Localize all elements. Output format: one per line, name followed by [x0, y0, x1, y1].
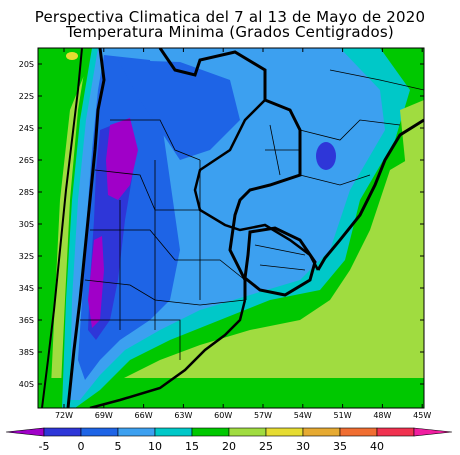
colorbar-label: 20 — [222, 440, 236, 453]
colorbar-label: 0 — [78, 440, 85, 453]
colorbar-min-arrow — [5, 427, 45, 437]
boundaries — [41, 48, 424, 408]
chile-coast — [41, 48, 83, 408]
state-line — [299, 174, 371, 186]
lon-label: 66W — [135, 411, 153, 420]
andes-border — [66, 48, 106, 408]
lat-label: 24S — [19, 124, 34, 133]
lon-label: 72W — [55, 411, 73, 420]
lon-label: 69W — [95, 411, 113, 420]
map-subtitle: Temperatura Minima (Grados Centigrados) — [66, 23, 394, 41]
colorbar-label: 30 — [296, 440, 310, 453]
colorbar-segment — [154, 427, 193, 437]
colorbar-segment — [376, 427, 415, 437]
shading-25-30-spot — [66, 52, 78, 60]
lon-label: 63W — [174, 411, 192, 420]
lat-label: 34S — [19, 284, 34, 293]
province-line — [80, 319, 181, 360]
shading-spot-brazil — [316, 142, 336, 170]
lat-label: 26S — [19, 156, 34, 165]
shading-0-5-north — [118, 60, 240, 160]
temperature-field — [38, 48, 424, 408]
shading-below-neg5-north — [106, 118, 138, 200]
colorbar-label: 10 — [148, 440, 162, 453]
province-line — [259, 264, 306, 271]
colorbar-segment — [117, 427, 156, 437]
brazil-coast — [316, 118, 424, 271]
lat-label: 38S — [19, 348, 34, 357]
lon-label: 57W — [254, 411, 272, 420]
shading-below-neg5-south — [88, 236, 104, 328]
lat-label: 30S — [19, 220, 34, 229]
lat-label: 22S — [19, 92, 34, 101]
state-line — [329, 69, 424, 91]
colorbar-segment — [228, 427, 267, 437]
colorbar-max-arrow — [413, 427, 453, 437]
province-line — [94, 169, 200, 211]
province-line — [254, 244, 306, 256]
colorbar-label: 25 — [259, 440, 273, 453]
colorbar-segment — [339, 427, 378, 437]
colorbar-label: -5 — [39, 440, 50, 453]
map-title: Perspectiva Climatica del 7 al 13 de May… — [34, 8, 426, 26]
lat-label: 32S — [19, 252, 34, 261]
colorbar: -5 0 5 10 15 20 25 30 35 40 — [5, 427, 453, 453]
colorbar-label: 15 — [185, 440, 199, 453]
lat-label: 40S — [19, 380, 34, 389]
province-line — [110, 119, 201, 161]
lon-label: 51W — [334, 411, 352, 420]
colorbar-segment — [43, 427, 82, 437]
argentina-coast — [89, 299, 247, 408]
colorbar-label: 5 — [115, 440, 122, 453]
state-line — [299, 119, 401, 141]
lon-label: 60W — [214, 411, 232, 420]
lat-label: 28S — [19, 188, 34, 197]
plot-frame — [37, 47, 425, 409]
lon-label: 45W — [413, 411, 431, 420]
latitude-axis: 20S 22S 24S 26S 28S 30S 32S 34S 36S 38S 40S — [19, 60, 424, 389]
uruguay-border — [243, 226, 317, 297]
lon-label: 54W — [294, 411, 312, 420]
longitude-axis: 72W 69W 66W 63W 60W 57W 54W 51W 48W 45W — [55, 48, 431, 420]
colorbar-label: 40 — [370, 440, 384, 453]
colorbar-segment — [80, 427, 119, 437]
colorbar-label: 35 — [333, 440, 347, 453]
lon-label: 48W — [373, 411, 391, 420]
state-line — [269, 124, 281, 176]
colorbar-segment — [302, 427, 341, 437]
lat-label: 20S — [19, 60, 34, 69]
province-line — [90, 229, 246, 281]
lat-label: 36S — [19, 316, 34, 325]
colorbar-segment — [265, 427, 304, 437]
colorbar-segment — [191, 427, 230, 437]
